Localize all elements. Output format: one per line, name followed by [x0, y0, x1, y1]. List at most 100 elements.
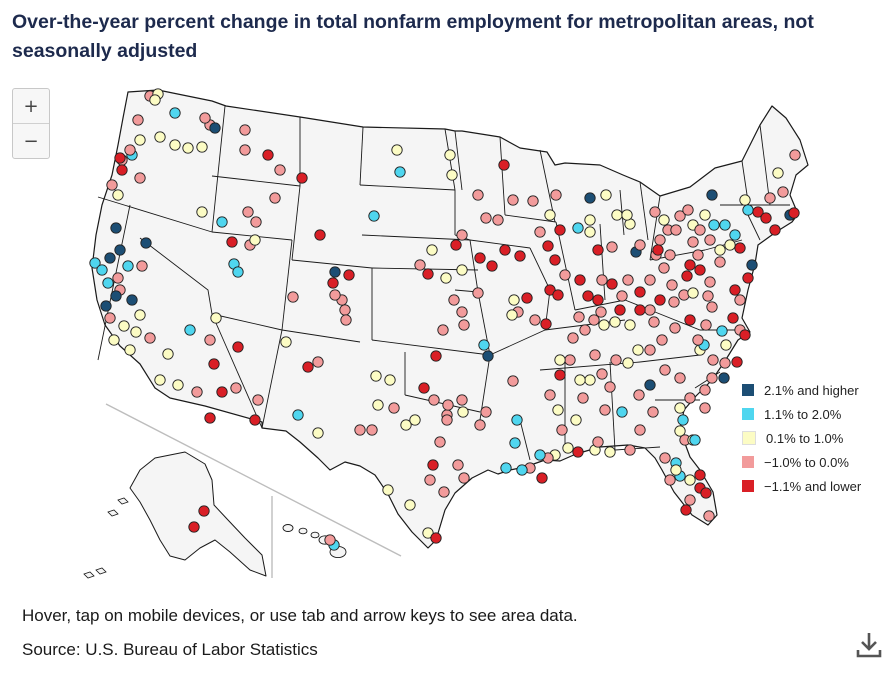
metro-area-marker[interactable] — [249, 414, 261, 426]
metro-area-marker[interactable] — [760, 212, 772, 224]
metro-area-marker[interactable] — [654, 234, 666, 246]
metro-area-marker[interactable] — [239, 144, 251, 156]
metro-area-marker[interactable] — [441, 414, 453, 426]
metro-area-marker[interactable] — [549, 254, 561, 266]
metro-area-marker[interactable] — [682, 204, 694, 216]
metro-area-marker[interactable] — [788, 207, 800, 219]
metro-area-marker[interactable] — [199, 112, 211, 124]
metro-area-marker[interactable] — [598, 319, 610, 331]
metro-area-marker[interactable] — [704, 234, 716, 246]
metro-area-marker[interactable] — [456, 306, 468, 318]
metro-area-marker[interactable] — [302, 361, 314, 373]
metro-area-marker[interactable] — [108, 334, 120, 346]
metro-area-marker[interactable] — [478, 339, 490, 351]
metro-area-marker[interactable] — [674, 402, 686, 414]
metro-area-marker[interactable] — [492, 214, 504, 226]
metro-area-marker[interactable] — [508, 294, 520, 306]
metro-area-marker[interactable] — [584, 226, 596, 238]
metro-area-marker[interactable] — [457, 406, 469, 418]
metro-area-marker[interactable] — [579, 324, 591, 336]
metro-area-marker[interactable] — [509, 437, 521, 449]
metro-area-marker[interactable] — [210, 312, 222, 324]
metro-area-marker[interactable] — [96, 264, 108, 276]
metro-area-marker[interactable] — [394, 166, 406, 178]
metro-area-marker[interactable] — [500, 462, 512, 474]
metro-area-marker[interactable] — [604, 381, 616, 393]
metro-area-marker[interactable] — [324, 534, 336, 546]
download-icon[interactable] — [854, 630, 884, 660]
metro-area-marker[interactable] — [486, 260, 498, 272]
metro-area-marker[interactable] — [559, 269, 571, 281]
metro-area-marker[interactable] — [506, 309, 518, 321]
metro-area-marker[interactable] — [692, 249, 704, 261]
metro-area-marker[interactable] — [440, 272, 452, 284]
metro-area-marker[interactable] — [169, 139, 181, 151]
metro-area-marker[interactable] — [644, 379, 656, 391]
metro-area-marker[interactable] — [196, 206, 208, 218]
metro-area-marker[interactable] — [172, 379, 184, 391]
metro-area-marker[interactable] — [739, 194, 751, 206]
legend-item[interactable]: 1.1% to 2.0% — [742, 402, 861, 426]
metro-area-marker[interactable] — [739, 329, 751, 341]
metro-area-marker[interactable] — [456, 264, 468, 276]
metro-area-marker[interactable] — [674, 210, 686, 222]
legend-item[interactable]: −1.0% to 0.0% — [742, 450, 861, 474]
metro-area-marker[interactable] — [703, 510, 715, 522]
metro-area-marker[interactable] — [446, 169, 458, 181]
metro-area-marker[interactable] — [134, 309, 146, 321]
metro-area-marker[interactable] — [552, 404, 564, 416]
metro-area-marker[interactable] — [329, 289, 341, 301]
metro-area-marker[interactable] — [718, 372, 730, 384]
metro-area-marker[interactable] — [114, 152, 126, 164]
metro-area-marker[interactable] — [714, 244, 726, 256]
metro-area-marker[interactable] — [584, 192, 596, 204]
metro-area-marker[interactable] — [556, 424, 568, 436]
metro-area-marker[interactable] — [554, 369, 566, 381]
metro-area-marker[interactable] — [329, 266, 341, 278]
metro-area-marker[interactable] — [456, 229, 468, 241]
metro-area-marker[interactable] — [684, 494, 696, 506]
metro-area-marker[interactable] — [644, 344, 656, 356]
metro-area-marker[interactable] — [404, 499, 416, 511]
metro-area-marker[interactable] — [314, 229, 326, 241]
metro-area-marker[interactable] — [384, 374, 396, 386]
metro-area-marker[interactable] — [634, 239, 646, 251]
metro-area-marker[interactable] — [742, 204, 754, 216]
metro-area-marker[interactable] — [327, 277, 339, 289]
metro-area-marker[interactable] — [604, 446, 616, 458]
metro-area-marker[interactable] — [550, 189, 562, 201]
metro-area-marker[interactable] — [196, 141, 208, 153]
metro-area-marker[interactable] — [588, 314, 600, 326]
metro-area-marker[interactable] — [573, 311, 585, 323]
metro-area-marker[interactable] — [584, 214, 596, 226]
metro-area-marker[interactable] — [706, 301, 718, 313]
metro-area-marker[interactable] — [699, 402, 711, 414]
metro-area-marker[interactable] — [287, 291, 299, 303]
metro-area-marker[interactable] — [700, 487, 712, 499]
metro-area-marker[interactable] — [674, 425, 686, 437]
metro-area-markers[interactable] — [89, 88, 801, 551]
metro-area-marker[interactable] — [644, 274, 656, 286]
metro-area-marker[interactable] — [664, 474, 676, 486]
metro-area-marker[interactable] — [250, 216, 262, 228]
metro-area-marker[interactable] — [144, 332, 156, 344]
metro-area-marker[interactable] — [112, 189, 124, 201]
metro-area-marker[interactable] — [668, 296, 680, 308]
metro-area-marker[interactable] — [122, 260, 134, 272]
metro-area-marker[interactable] — [554, 224, 566, 236]
metro-area-marker[interactable] — [114, 244, 126, 256]
zoom-in-button[interactable]: + — [13, 89, 49, 123]
metro-area-marker[interactable] — [434, 436, 446, 448]
metro-area-marker[interactable] — [204, 334, 216, 346]
metro-area-marker[interactable] — [656, 334, 668, 346]
metro-area-marker[interactable] — [742, 272, 754, 284]
metro-area-marker[interactable] — [677, 414, 689, 426]
metro-area-marker[interactable] — [702, 290, 714, 302]
metro-area-marker[interactable] — [729, 284, 741, 296]
metro-area-marker[interactable] — [624, 319, 636, 331]
metro-area-marker[interactable] — [428, 394, 440, 406]
metro-area-marker[interactable] — [230, 382, 242, 394]
metro-area-marker[interactable] — [448, 294, 460, 306]
metro-area-marker[interactable] — [280, 336, 292, 348]
metro-area-marker[interactable] — [499, 244, 511, 256]
